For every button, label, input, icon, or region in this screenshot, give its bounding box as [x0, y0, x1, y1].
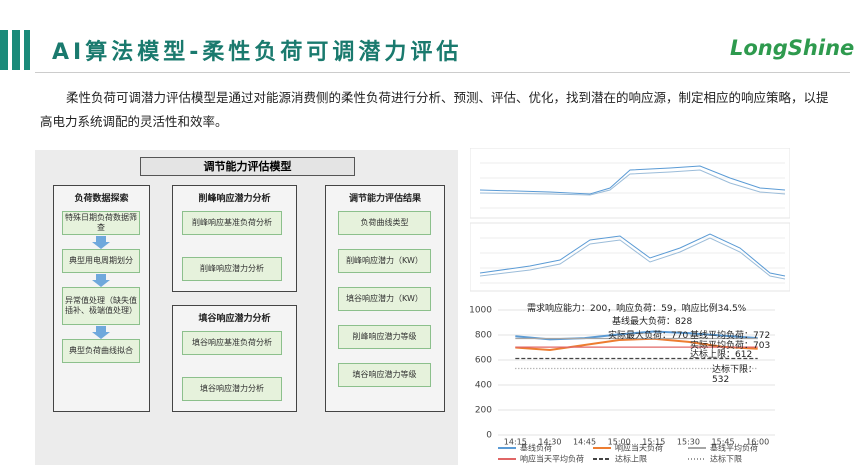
diagram-box: 削峰响应潜力等级 [338, 325, 431, 349]
mini-frame [470, 148, 790, 219]
annotation: 达标下限： 532 [712, 365, 758, 385]
column-title: 负荷数据探索 [74, 194, 129, 204]
annotation: 基线最大负荷：828 [612, 317, 693, 327]
series-line [515, 330, 758, 341]
column-title: 填谷响应潜力分析 [198, 314, 271, 324]
diagram-box: 负荷曲线类型 [338, 211, 431, 235]
y-tick-label: 200 [475, 406, 492, 416]
series-line [515, 337, 758, 352]
mini-line [479, 169, 786, 196]
x-tick-label: 15:15 [642, 438, 665, 447]
y-tick-label: 800 [475, 331, 492, 341]
logo: LongShine [730, 36, 855, 60]
arrow [96, 326, 106, 332]
legend-label: 基线负荷 [520, 443, 552, 453]
mini-frame [470, 222, 790, 292]
x-tick-label: 16:00 [746, 438, 769, 447]
mini-line [479, 237, 786, 280]
x-tick-label: 15:00 [608, 438, 631, 447]
x-tick-label: 15:45 [712, 438, 735, 447]
chart: 0 200 400 600 800 1000 14:15 14:30 14:45 15:00 15:… [470, 306, 775, 464]
diagram-box: 典型负荷曲线拟合 [62, 339, 140, 363]
arrow [96, 236, 106, 242]
annotation: 需求响应能力：200，响应负荷：59，响应比例34.5% [527, 304, 747, 314]
y-tick-label: 400 [475, 381, 492, 391]
mini-grid [480, 237, 785, 284]
diagram-box: 填谷响应潜力分析 [182, 377, 282, 401]
mini-line [479, 165, 786, 195]
legend-label: 响应当天平均负荷 [520, 454, 584, 464]
annotation: 达标上限：612 [690, 350, 753, 360]
title: AI算法模型-柔性负荷可调潜力评估 [52, 40, 463, 65]
y-tick-label: 1000 [470, 306, 492, 316]
diagram-box: 填谷响应基准负荷分析 [182, 331, 282, 355]
diagram-box: 削峰响应潜力分析 [182, 257, 282, 281]
legend-label: 达标上限 [615, 454, 647, 464]
diagram-box: 削峰响应基准负荷分析 [182, 211, 282, 235]
arrow-head [92, 280, 110, 287]
legend-label: 达标下限 [710, 454, 742, 464]
mini-charts [470, 148, 790, 292]
annotation: 实际平均负荷：703 [690, 341, 771, 351]
x-tick-label: 14:15 [504, 438, 527, 447]
diagram-box: 特殊日期负荷数据筛查 [62, 211, 140, 235]
mini-line [479, 233, 786, 277]
diagram-box: 典型用电周期划分 [62, 249, 140, 273]
arrow-head [92, 242, 110, 249]
bar [24, 30, 30, 70]
annotation: 基线平均负荷：772 [690, 331, 771, 341]
legend-label: 响应当天负荷 [615, 443, 663, 453]
annotation: 实际最大负荷：770 [608, 331, 689, 341]
y-tick-label: 0 [486, 431, 492, 441]
diagram-box: 填谷响应潜力等级 [338, 363, 431, 387]
legend-label: 基线平均负荷 [710, 443, 758, 453]
mini-grid [480, 162, 785, 209]
y-tick-label: 600 [475, 356, 492, 366]
diagram-box: 填谷响应潜力（KW） [338, 287, 431, 311]
intro: 柔性负荷可调潜力评估模型是通过对能源消费侧的柔性负荷进行分析、预测、评估、优化，… [40, 90, 829, 129]
diagram-box: 异常值处理（缺失值插补、极端值处理） [62, 287, 140, 325]
divider [35, 72, 850, 73]
column-title: 调节能力评估结果 [348, 194, 421, 204]
x-tick-label: 15:30 [677, 438, 700, 447]
bar [12, 30, 20, 70]
x-tick-label: 14:45 [573, 438, 596, 447]
diagram-box: 削峰响应潜力（KW） [338, 249, 431, 273]
arrow-head [92, 332, 110, 339]
bar [0, 30, 8, 70]
arrow [96, 274, 106, 280]
x-tick-label: 14:30 [538, 438, 561, 447]
column-title: 削峰响应潜力分析 [198, 194, 271, 204]
diagram-title: 调节能力评估模型 [140, 157, 355, 176]
